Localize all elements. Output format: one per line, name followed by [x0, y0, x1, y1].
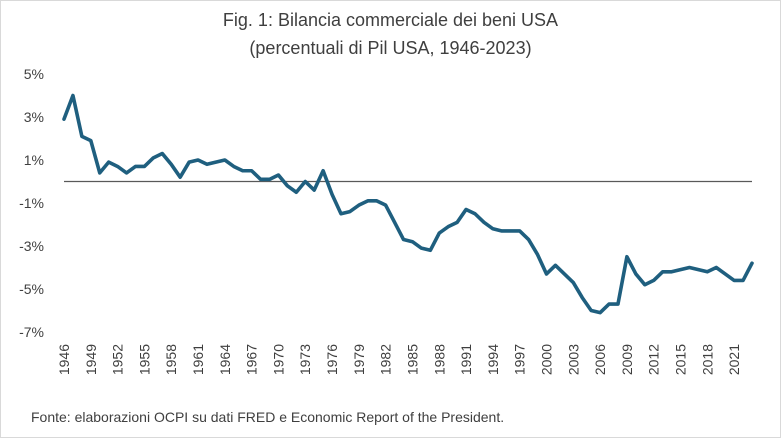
chart-subtitle: (percentuali di Pil USA, 1946-2023): [249, 38, 532, 58]
x-tick-label: 1973: [297, 344, 313, 375]
x-tick-label: 1982: [378, 344, 394, 375]
x-tick-label: 1964: [217, 344, 233, 375]
y-tick-label: -7%: [19, 324, 44, 340]
x-tick-label: 2021: [726, 344, 742, 375]
y-tick-label: 3%: [24, 109, 44, 125]
x-tick-label: 1985: [404, 344, 420, 375]
x-tick-label: 1961: [190, 344, 206, 375]
x-tick-label: 1970: [270, 344, 286, 375]
source-note: Fonte: elaborazioni OCPI su dati FRED e …: [31, 409, 505, 425]
y-tick-label: -1%: [19, 195, 44, 211]
x-tick-label: 2003: [565, 344, 581, 375]
x-tick-label: 2018: [699, 344, 715, 375]
x-tick-label: 2012: [646, 344, 662, 375]
x-tick-label: 1979: [351, 344, 367, 375]
x-tick-label: 1955: [136, 344, 152, 375]
series-line: [62, 93, 754, 315]
y-tick-label: 1%: [24, 152, 44, 168]
x-tick-label: 1997: [512, 344, 528, 375]
x-tick-label: 1967: [244, 344, 260, 375]
y-tick-label: -5%: [19, 281, 44, 297]
x-tick-label: 1976: [324, 344, 340, 375]
x-tick-label: 1946: [56, 344, 72, 375]
x-tick-label: 1991: [458, 344, 474, 375]
x-tick-label: 2000: [538, 344, 554, 375]
x-tick-label: 1952: [110, 344, 126, 375]
x-tick-label: 1949: [83, 344, 99, 375]
series-layer: [62, 93, 754, 315]
x-tick-label: 2009: [619, 344, 635, 375]
y-tick-label: -3%: [19, 238, 44, 254]
x-tick-label: 2015: [673, 344, 689, 375]
y-tick-label: 5%: [24, 66, 44, 82]
x-tick-label: 1994: [485, 344, 501, 375]
x-tick-label: 1958: [163, 344, 179, 375]
x-tick-label: 2006: [592, 344, 608, 375]
chart-title: Fig. 1: Bilancia commerciale dei beni US…: [222, 10, 559, 30]
x-axis: 1946 1949 1952 1955 1958 1961 1964 1967 1970 1973…: [56, 344, 742, 375]
y-axis: 5% 3% 1% -1% -3% -5% -7%: [19, 66, 44, 340]
x-tick-label: 1988: [431, 344, 447, 375]
